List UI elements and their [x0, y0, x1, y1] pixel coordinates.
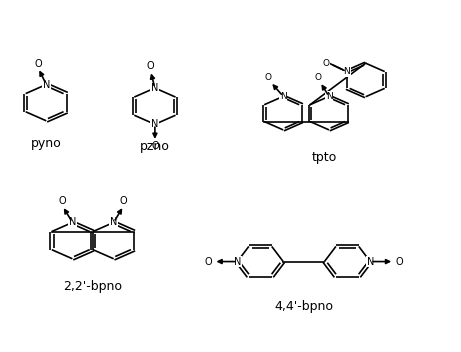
Text: tpto: tpto: [312, 151, 337, 164]
Text: 4,4'-bpno: 4,4'-bpno: [274, 300, 333, 313]
Text: N: N: [234, 257, 241, 266]
Text: O: O: [204, 257, 212, 266]
Text: O: O: [151, 141, 159, 151]
Text: O: O: [120, 196, 128, 207]
Text: N: N: [343, 67, 350, 76]
Text: O: O: [34, 58, 42, 69]
Text: 2,2'-bpno: 2,2'-bpno: [64, 280, 123, 293]
Text: O: O: [396, 257, 403, 266]
Text: N: N: [69, 218, 76, 227]
Text: O: O: [322, 59, 329, 68]
Text: O: O: [314, 73, 321, 82]
Text: pzno: pzno: [140, 140, 170, 153]
Text: N: N: [325, 92, 332, 101]
Text: O: O: [59, 196, 66, 207]
Text: O: O: [147, 61, 154, 71]
Text: N: N: [280, 92, 287, 101]
Text: N: N: [151, 119, 159, 129]
Text: N: N: [366, 257, 374, 266]
Text: pyno: pyno: [31, 137, 62, 150]
Text: N: N: [151, 83, 159, 93]
Text: O: O: [265, 73, 272, 82]
Text: N: N: [110, 218, 118, 227]
Text: N: N: [42, 80, 50, 89]
